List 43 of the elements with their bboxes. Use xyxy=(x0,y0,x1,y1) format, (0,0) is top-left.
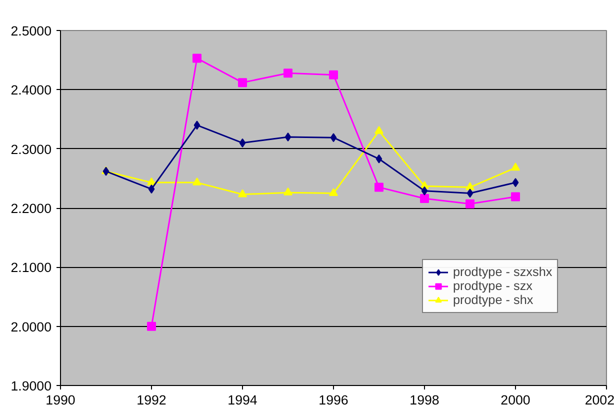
point xyxy=(466,182,474,190)
point xyxy=(238,189,247,198)
x-tick-label: 1994 xyxy=(228,392,258,408)
point xyxy=(239,138,246,148)
point xyxy=(511,162,520,171)
point xyxy=(329,70,338,80)
point xyxy=(374,126,384,134)
y-tick-label: 2.4000 xyxy=(10,82,52,98)
y-tick-label: 2.0000 xyxy=(10,319,52,334)
point xyxy=(329,188,338,196)
point xyxy=(466,188,474,198)
point xyxy=(376,154,382,164)
x-tick-label: 1992 xyxy=(136,392,166,408)
point xyxy=(147,177,156,186)
point xyxy=(512,178,519,188)
point xyxy=(194,120,200,130)
point xyxy=(420,194,429,204)
point xyxy=(511,192,520,202)
point xyxy=(192,54,202,63)
point xyxy=(466,199,474,208)
point xyxy=(374,182,384,192)
x-tick-label: 1996 xyxy=(318,392,348,408)
y-tick-label: 1.9000 xyxy=(10,378,52,394)
point xyxy=(284,132,292,142)
point xyxy=(238,78,247,88)
y-tick-label: 2.3000 xyxy=(10,142,52,157)
x-tick-label: 2002 xyxy=(584,392,614,408)
x-tick-label: 1990 xyxy=(46,392,76,408)
legend-label: prodtype - shx xyxy=(453,293,534,307)
x-tick-label: 2000 xyxy=(500,392,530,408)
point xyxy=(330,133,337,142)
legend-label: prodtype - szxshx xyxy=(453,265,552,279)
point xyxy=(148,184,155,194)
x-tick-label: 1998 xyxy=(410,392,440,408)
point xyxy=(192,177,202,186)
y-tick-label: 2.2000 xyxy=(10,201,52,216)
legend-label: prodtype - szx xyxy=(453,279,532,293)
point xyxy=(284,188,292,196)
y-tick-label: 2.1000 xyxy=(10,260,52,276)
point xyxy=(147,322,156,331)
point xyxy=(421,186,428,196)
y-tick-label: 2.5000 xyxy=(10,24,52,38)
point xyxy=(284,68,292,78)
